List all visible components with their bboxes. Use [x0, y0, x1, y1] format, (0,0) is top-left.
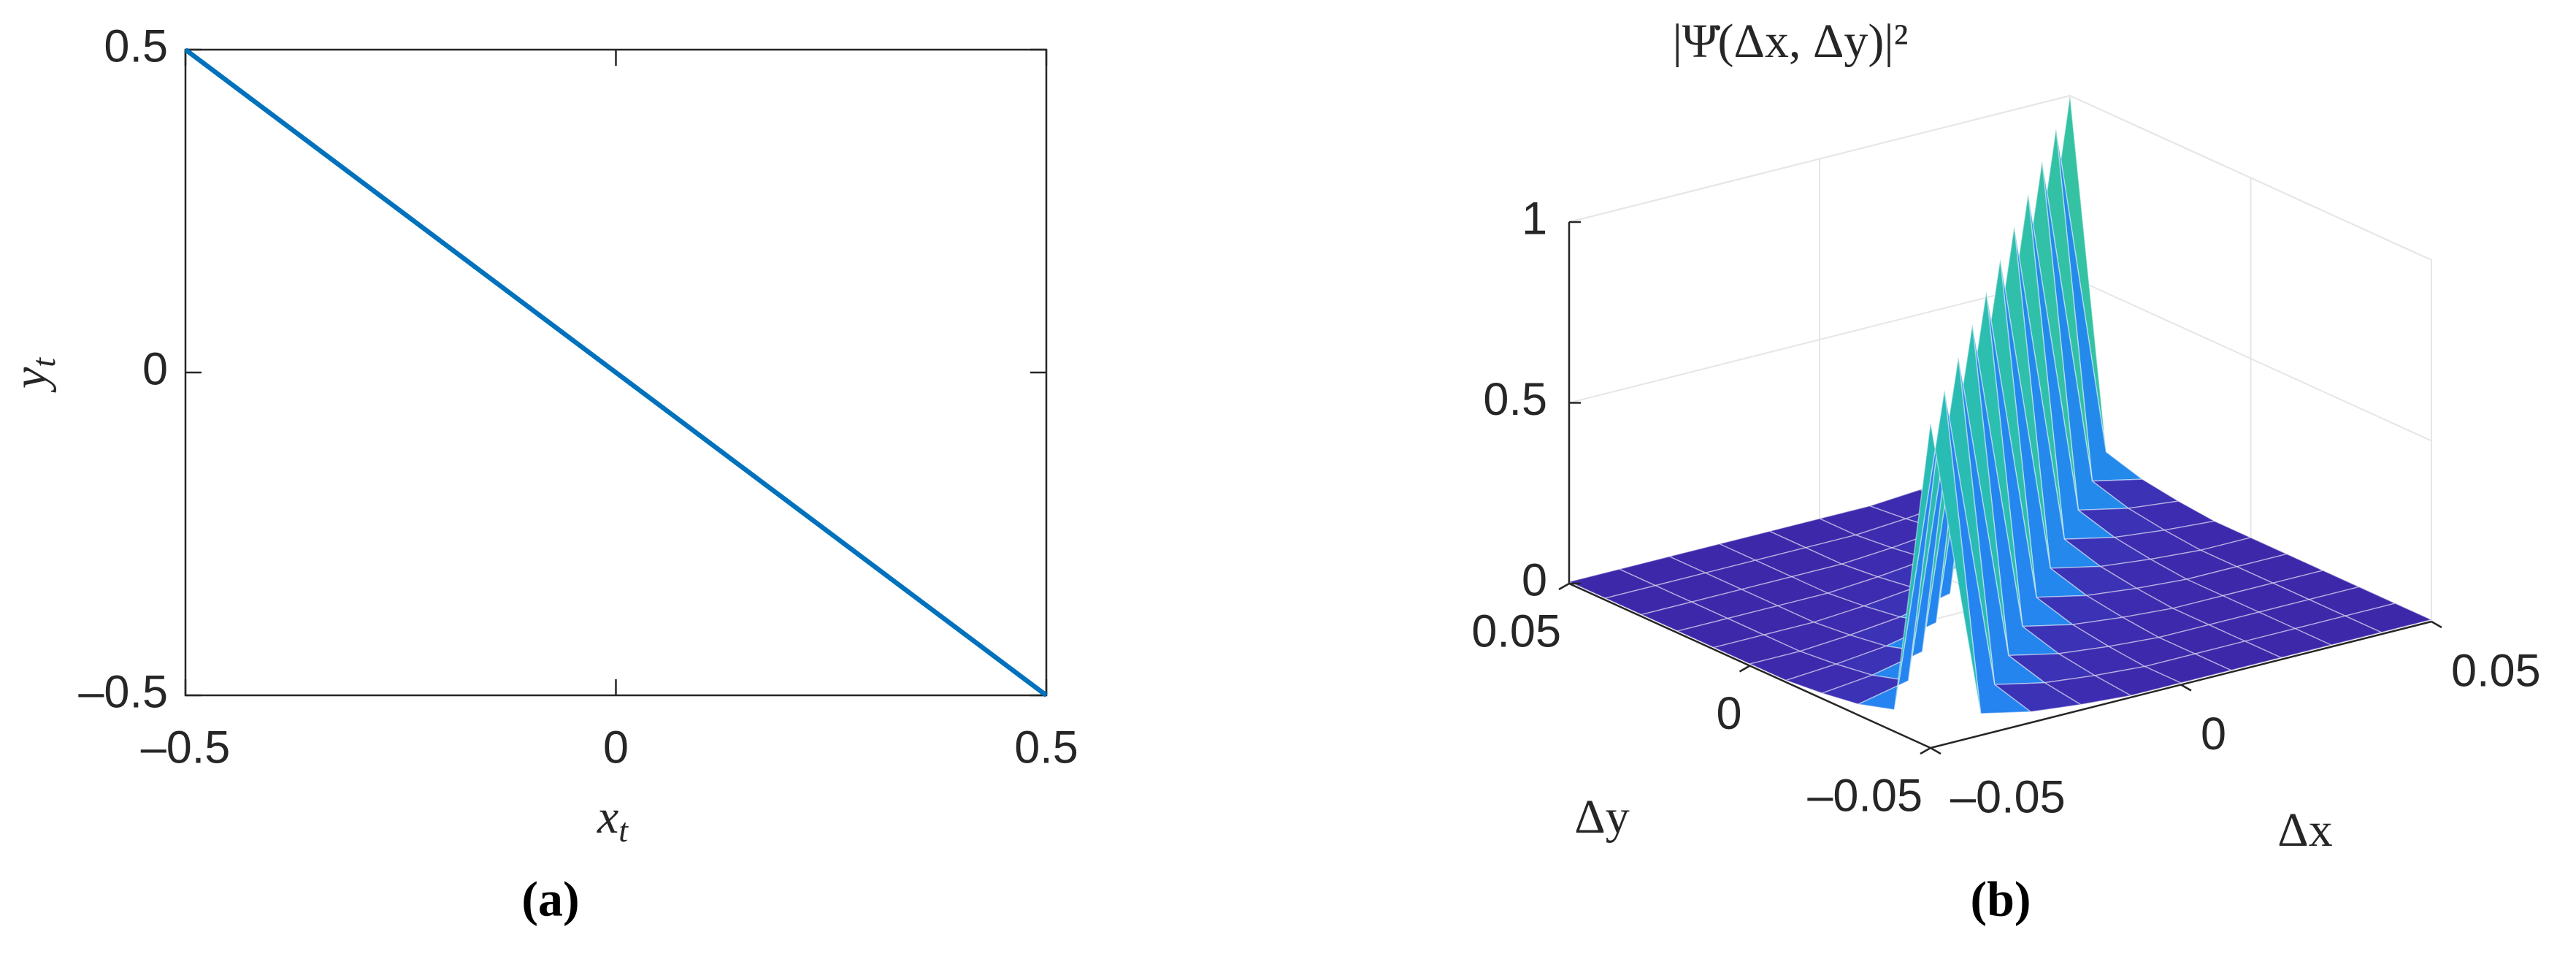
- chart-title: |Ψ̇(Δx, Δy)|²: [1673, 15, 1909, 68]
- surface-cell: [1711, 634, 1802, 665]
- surface-cell: [2112, 530, 2203, 560]
- x-tick-label: 0: [2201, 708, 2226, 760]
- surface-cell: [1825, 576, 1916, 607]
- x-tick-mark: [2431, 620, 2442, 629]
- y-tick-label: 0.05: [1471, 606, 1561, 657]
- y-tick-label: 0.5: [104, 21, 168, 72]
- surface-cell: [1639, 601, 1730, 632]
- z-tick-label: 0: [1522, 555, 1547, 606]
- x-tick-mark: [2180, 684, 2192, 692]
- surface-cell: [1567, 568, 1657, 599]
- y-tick-label: –0.05: [1807, 771, 1923, 822]
- label-subscript: t: [618, 811, 629, 849]
- y-axis-label: yt: [4, 357, 61, 393]
- surface-cell: [1603, 584, 1693, 616]
- x-tick-label: –0.05: [1950, 772, 2066, 823]
- x-tick-label: –0.5: [141, 722, 231, 773]
- surface-cell: [1812, 605, 1902, 636]
- panel-label: (a): [521, 871, 579, 927]
- y-tick-mark: [1739, 665, 1751, 673]
- surface-cell: [2057, 646, 2147, 676]
- y-tick-mark: [1920, 746, 1931, 755]
- label-subscript: t: [25, 357, 62, 367]
- z-tick-label: 1: [1522, 194, 1547, 245]
- x-tick-mark: [1930, 746, 1941, 755]
- label-main: y: [4, 367, 57, 393]
- x-tick-label: 0: [603, 722, 629, 773]
- surface-cell: [1893, 389, 1982, 714]
- x-tick-label: 0.05: [2451, 646, 2541, 697]
- y-tick-label: –0.5: [78, 667, 168, 718]
- surface-cell: [2098, 558, 2189, 589]
- y-tick-label: 0: [142, 344, 168, 395]
- surface-cell: [1676, 617, 1766, 649]
- surface-cell: [2120, 608, 2211, 638]
- x-axis-label: xt: [597, 790, 629, 848]
- line: [184, 47, 1048, 698]
- surface-cell: [2126, 500, 2217, 531]
- surface-cell: [1840, 547, 1930, 578]
- y-tick-mark: [1558, 582, 1570, 591]
- y-tick-label: 0: [1716, 688, 1741, 739]
- y-axis-label: Δy: [1574, 790, 1629, 844]
- panel-label: (b): [1970, 871, 2031, 927]
- label-main: x: [597, 790, 618, 844]
- surface-cell: [1971, 324, 2061, 657]
- x-axis-label: Δx: [2277, 803, 2332, 857]
- x-tick-label: 0.5: [1014, 722, 1078, 773]
- surface-cell: [2043, 675, 2133, 706]
- z-tick-label: 0.5: [1483, 374, 1547, 425]
